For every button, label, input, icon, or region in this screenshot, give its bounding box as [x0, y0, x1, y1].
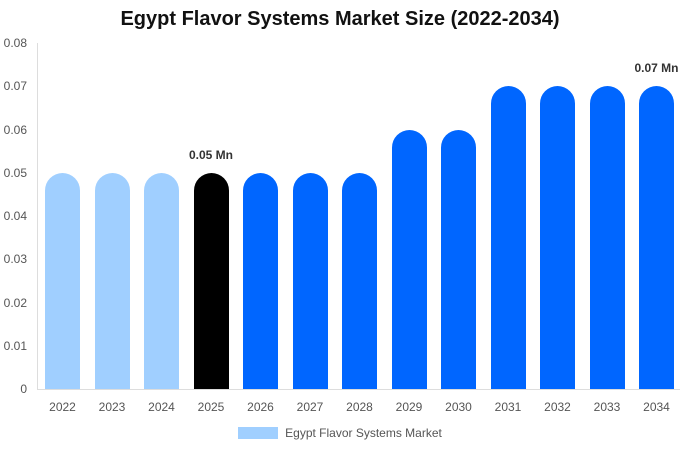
y-tick-label: 0.05 — [3, 165, 27, 180]
x-tick-label: 2023 — [98, 400, 126, 414]
x-tick-label: 2032 — [544, 400, 571, 414]
bar-2026[interactable] — [243, 172, 278, 389]
bar-2034[interactable] — [639, 86, 674, 389]
x-tick-label: 2033 — [593, 400, 621, 414]
bar-2031[interactable] — [490, 86, 526, 389]
bar-2033[interactable] — [589, 86, 625, 389]
data-label-2034: 0.07 Mn — [634, 61, 679, 76]
bar-2028[interactable] — [342, 172, 377, 389]
y-tick-label: 0.03 — [3, 252, 27, 267]
x-tick-label: 2026 — [247, 400, 274, 414]
x-tick-label: 2024 — [148, 400, 175, 414]
y-tick-label: 0.06 — [3, 122, 27, 137]
y-tick-label: 0.08 — [3, 36, 27, 50]
x-axis-line — [37, 389, 680, 390]
bar-2025[interactable] — [193, 172, 229, 389]
chart-title: Egypt Flavor Systems Market Size (2022-2… — [120, 8, 560, 30]
y-tick-label: 0.02 — [3, 295, 27, 310]
y-tick-label: 0.01 — [3, 338, 27, 353]
bar-2022[interactable] — [45, 172, 80, 389]
bar-2030[interactable] — [441, 129, 476, 389]
x-tick-label: 2028 — [346, 400, 373, 414]
legend-swatch — [238, 427, 279, 439]
bar-2024[interactable] — [144, 172, 179, 389]
legend-label: Egypt Flavor Systems Market — [285, 426, 442, 440]
x-tick-label: 2031 — [494, 400, 522, 414]
x-tick-label: 2034 — [643, 400, 670, 414]
data-label-2025: 0.05 Mn — [188, 147, 233, 162]
bar-2023[interactable] — [94, 172, 130, 389]
legend: Egypt Flavor Systems Market — [0, 426, 680, 440]
x-tick-label: 2022 — [49, 400, 76, 414]
x-tick-label: 2029 — [395, 400, 423, 414]
x-tick-label: 2030 — [445, 400, 472, 414]
bar-2029[interactable] — [391, 129, 427, 389]
y-axis-line — [37, 43, 38, 389]
x-tick-label: 2027 — [296, 400, 324, 414]
y-tick-label: 0.04 — [3, 209, 27, 223]
y-tick-label: 0 — [20, 382, 27, 396]
bar-2027[interactable] — [292, 172, 328, 389]
bar-2032[interactable] — [540, 86, 575, 389]
x-tick-label: 2025 — [197, 400, 225, 414]
y-tick-label: 0.07 — [3, 79, 27, 94]
